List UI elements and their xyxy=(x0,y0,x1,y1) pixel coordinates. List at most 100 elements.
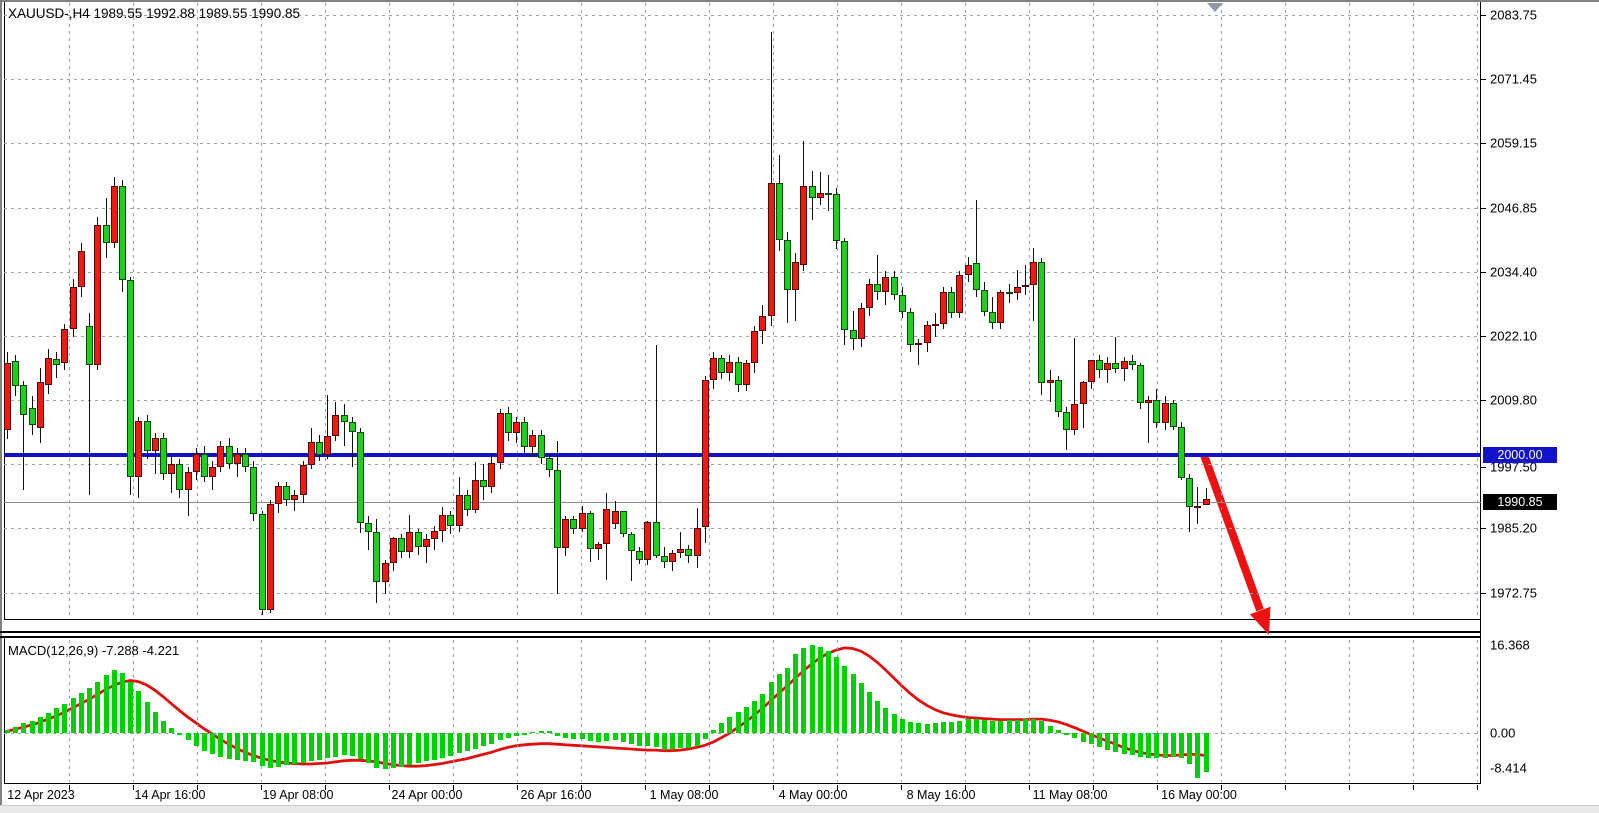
price-axis-label: 2071.45 xyxy=(1490,71,1537,87)
macd-histogram-bar xyxy=(1006,720,1012,733)
candle-body xyxy=(964,265,972,275)
panel-separator-line1[interactable] xyxy=(0,631,1481,633)
trend-arrow-head[interactable] xyxy=(1249,606,1271,635)
macd-histogram-bar xyxy=(727,716,733,733)
macd-histogram-bar xyxy=(251,733,257,763)
panel-separator-line2[interactable] xyxy=(0,636,1481,638)
candle-body xyxy=(1063,411,1071,431)
v-gridline xyxy=(197,3,198,619)
candle-wick xyxy=(1123,357,1125,381)
candle-wick xyxy=(1082,380,1084,428)
macd-histogram-bar xyxy=(768,682,774,733)
candle-wick xyxy=(1205,488,1207,506)
v-gridline-macd xyxy=(645,640,646,782)
v-gridline xyxy=(1221,3,1222,619)
macd-histogram-bar xyxy=(1187,733,1193,765)
time-axis-tick xyxy=(133,785,134,790)
macd-histogram-bar xyxy=(1203,733,1209,772)
candle-body xyxy=(1046,380,1054,384)
scroll-marker-triangle[interactable] xyxy=(1207,3,1223,12)
candle-body xyxy=(184,471,192,490)
candle-wick xyxy=(770,32,772,327)
candle-body xyxy=(1169,402,1177,427)
candle-body xyxy=(53,359,61,366)
macd-histogram-bar xyxy=(382,733,388,770)
candle-body xyxy=(767,182,775,316)
candle-body xyxy=(28,407,36,425)
h-gridline xyxy=(4,208,1481,209)
macd-histogram-bar xyxy=(54,708,60,733)
macd-histogram-bar xyxy=(87,687,93,733)
macd-histogram-bar xyxy=(711,730,717,733)
candle-body xyxy=(168,464,176,475)
v-gridline-macd xyxy=(1477,640,1478,782)
candle-body xyxy=(1071,404,1079,431)
candle-wick xyxy=(1197,487,1199,524)
candle-body xyxy=(783,239,791,290)
macd-histogram-bar xyxy=(292,733,298,765)
h-gridline xyxy=(4,400,1481,401)
macd-zero-line xyxy=(4,733,1481,734)
candle-body xyxy=(406,532,414,553)
trend-arrow-shaft[interactable] xyxy=(1200,453,1264,612)
macd-histogram-bar xyxy=(95,681,101,733)
candle-body xyxy=(997,291,1005,323)
candle-wick xyxy=(1049,370,1051,402)
macd-histogram-bar xyxy=(514,733,520,736)
v-gridline xyxy=(581,3,582,619)
price-axis-label: 2083.75 xyxy=(1490,7,1537,23)
macd-histogram-bar xyxy=(111,670,117,733)
chart-frame-right xyxy=(1480,2,1481,784)
macd-histogram-bar xyxy=(325,733,331,759)
v-gridline xyxy=(453,3,454,619)
price-axis-tick xyxy=(1481,272,1486,273)
h-gridline xyxy=(4,593,1481,594)
candle-body xyxy=(874,284,882,293)
v-gridline-macd xyxy=(325,640,326,782)
candle-wick xyxy=(327,394,329,459)
macd-histogram-bar xyxy=(1146,733,1152,758)
macd-histogram-bar xyxy=(489,733,495,745)
macd-histogram-bar xyxy=(440,733,446,758)
macd-histogram-bar xyxy=(431,733,437,760)
macd-histogram-bar xyxy=(637,733,643,746)
macd-histogram-bar xyxy=(932,723,938,733)
macd-histogram-bar xyxy=(760,693,766,733)
candle-body xyxy=(127,279,135,477)
candle-body xyxy=(242,453,250,467)
macd-histogram-bar xyxy=(538,730,544,733)
macd-frame-left xyxy=(4,638,5,784)
time-axis-label: 1 May 08:00 xyxy=(649,788,719,802)
macd-histogram-bar xyxy=(37,716,43,733)
v-gridline xyxy=(1157,3,1158,619)
candle-body xyxy=(250,466,258,515)
macd-histogram-bar xyxy=(1039,721,1045,733)
candle-body xyxy=(816,193,824,198)
macd-histogram-bar xyxy=(169,728,175,733)
current-price-tag: 1990.85 xyxy=(1483,494,1557,510)
horizontal-line-2000[interactable] xyxy=(4,453,1481,457)
price-axis-label: 1997.50 xyxy=(1490,459,1537,475)
macd-histogram-bar xyxy=(284,733,290,766)
candle-body xyxy=(315,442,323,456)
macd-histogram-bar xyxy=(973,718,979,733)
candle-body xyxy=(742,363,750,385)
macd-histogram-bar xyxy=(78,692,84,733)
macd-histogram-bar xyxy=(1121,733,1127,754)
candle-body xyxy=(439,514,447,532)
v-gridline-macd xyxy=(1349,640,1350,782)
macd-histogram-bar xyxy=(218,733,224,758)
macd-axis-label: 0.00 xyxy=(1490,725,1516,741)
candle-wick xyxy=(368,516,370,550)
candle-wick xyxy=(1074,338,1076,436)
v-gridline xyxy=(325,3,326,619)
candle-body xyxy=(201,453,209,477)
candle-body xyxy=(1153,399,1161,423)
macd-histogram-bar xyxy=(448,733,454,756)
price-axis-label: 2009.80 xyxy=(1490,392,1537,408)
chart-frame-left xyxy=(4,2,5,620)
candle-body xyxy=(619,511,627,535)
time-axis-tick xyxy=(453,785,454,790)
macd-histogram-bar xyxy=(612,733,618,741)
candle-body xyxy=(857,307,865,340)
